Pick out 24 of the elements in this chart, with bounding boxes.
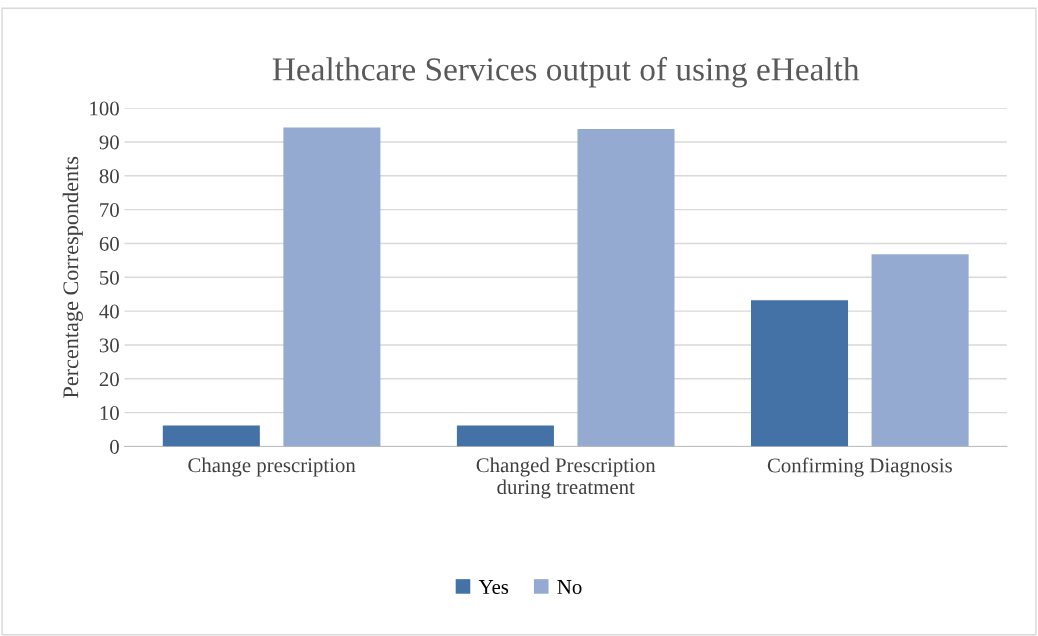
chart-title: Healthcare Services output of using eHealth [272,56,860,88]
y-tick-label: 20 [99,372,119,387]
legend-label: Yes [478,580,509,594]
y-tick-label: 100 [90,101,119,116]
x-tick-label: Change prescription [188,457,356,477]
y-tick-label: 10 [100,406,119,421]
y-tick-label: 90 [99,135,119,150]
bar [750,300,849,447]
bar [871,254,969,447]
legend-label: No [557,580,582,594]
y-tick-label: 30 [99,338,119,353]
bar [162,425,260,447]
y-tick-label: 70 [100,203,119,218]
bar [456,425,554,447]
y-tick-label: 50 [100,270,119,285]
x-tick-label: Confirming Diagnosis [767,457,952,477]
bar [283,127,381,447]
bar [577,129,675,447]
y-tick-label: 40 [99,304,119,319]
y-tick-label: 80 [99,169,119,184]
y-axis-title: Percentage Correspondents [62,156,83,398]
y-tick-label: 0 [110,439,119,454]
y-tick-label: 60 [99,236,119,251]
x-tick-label: Changed Prescription during treatment [476,457,656,499]
